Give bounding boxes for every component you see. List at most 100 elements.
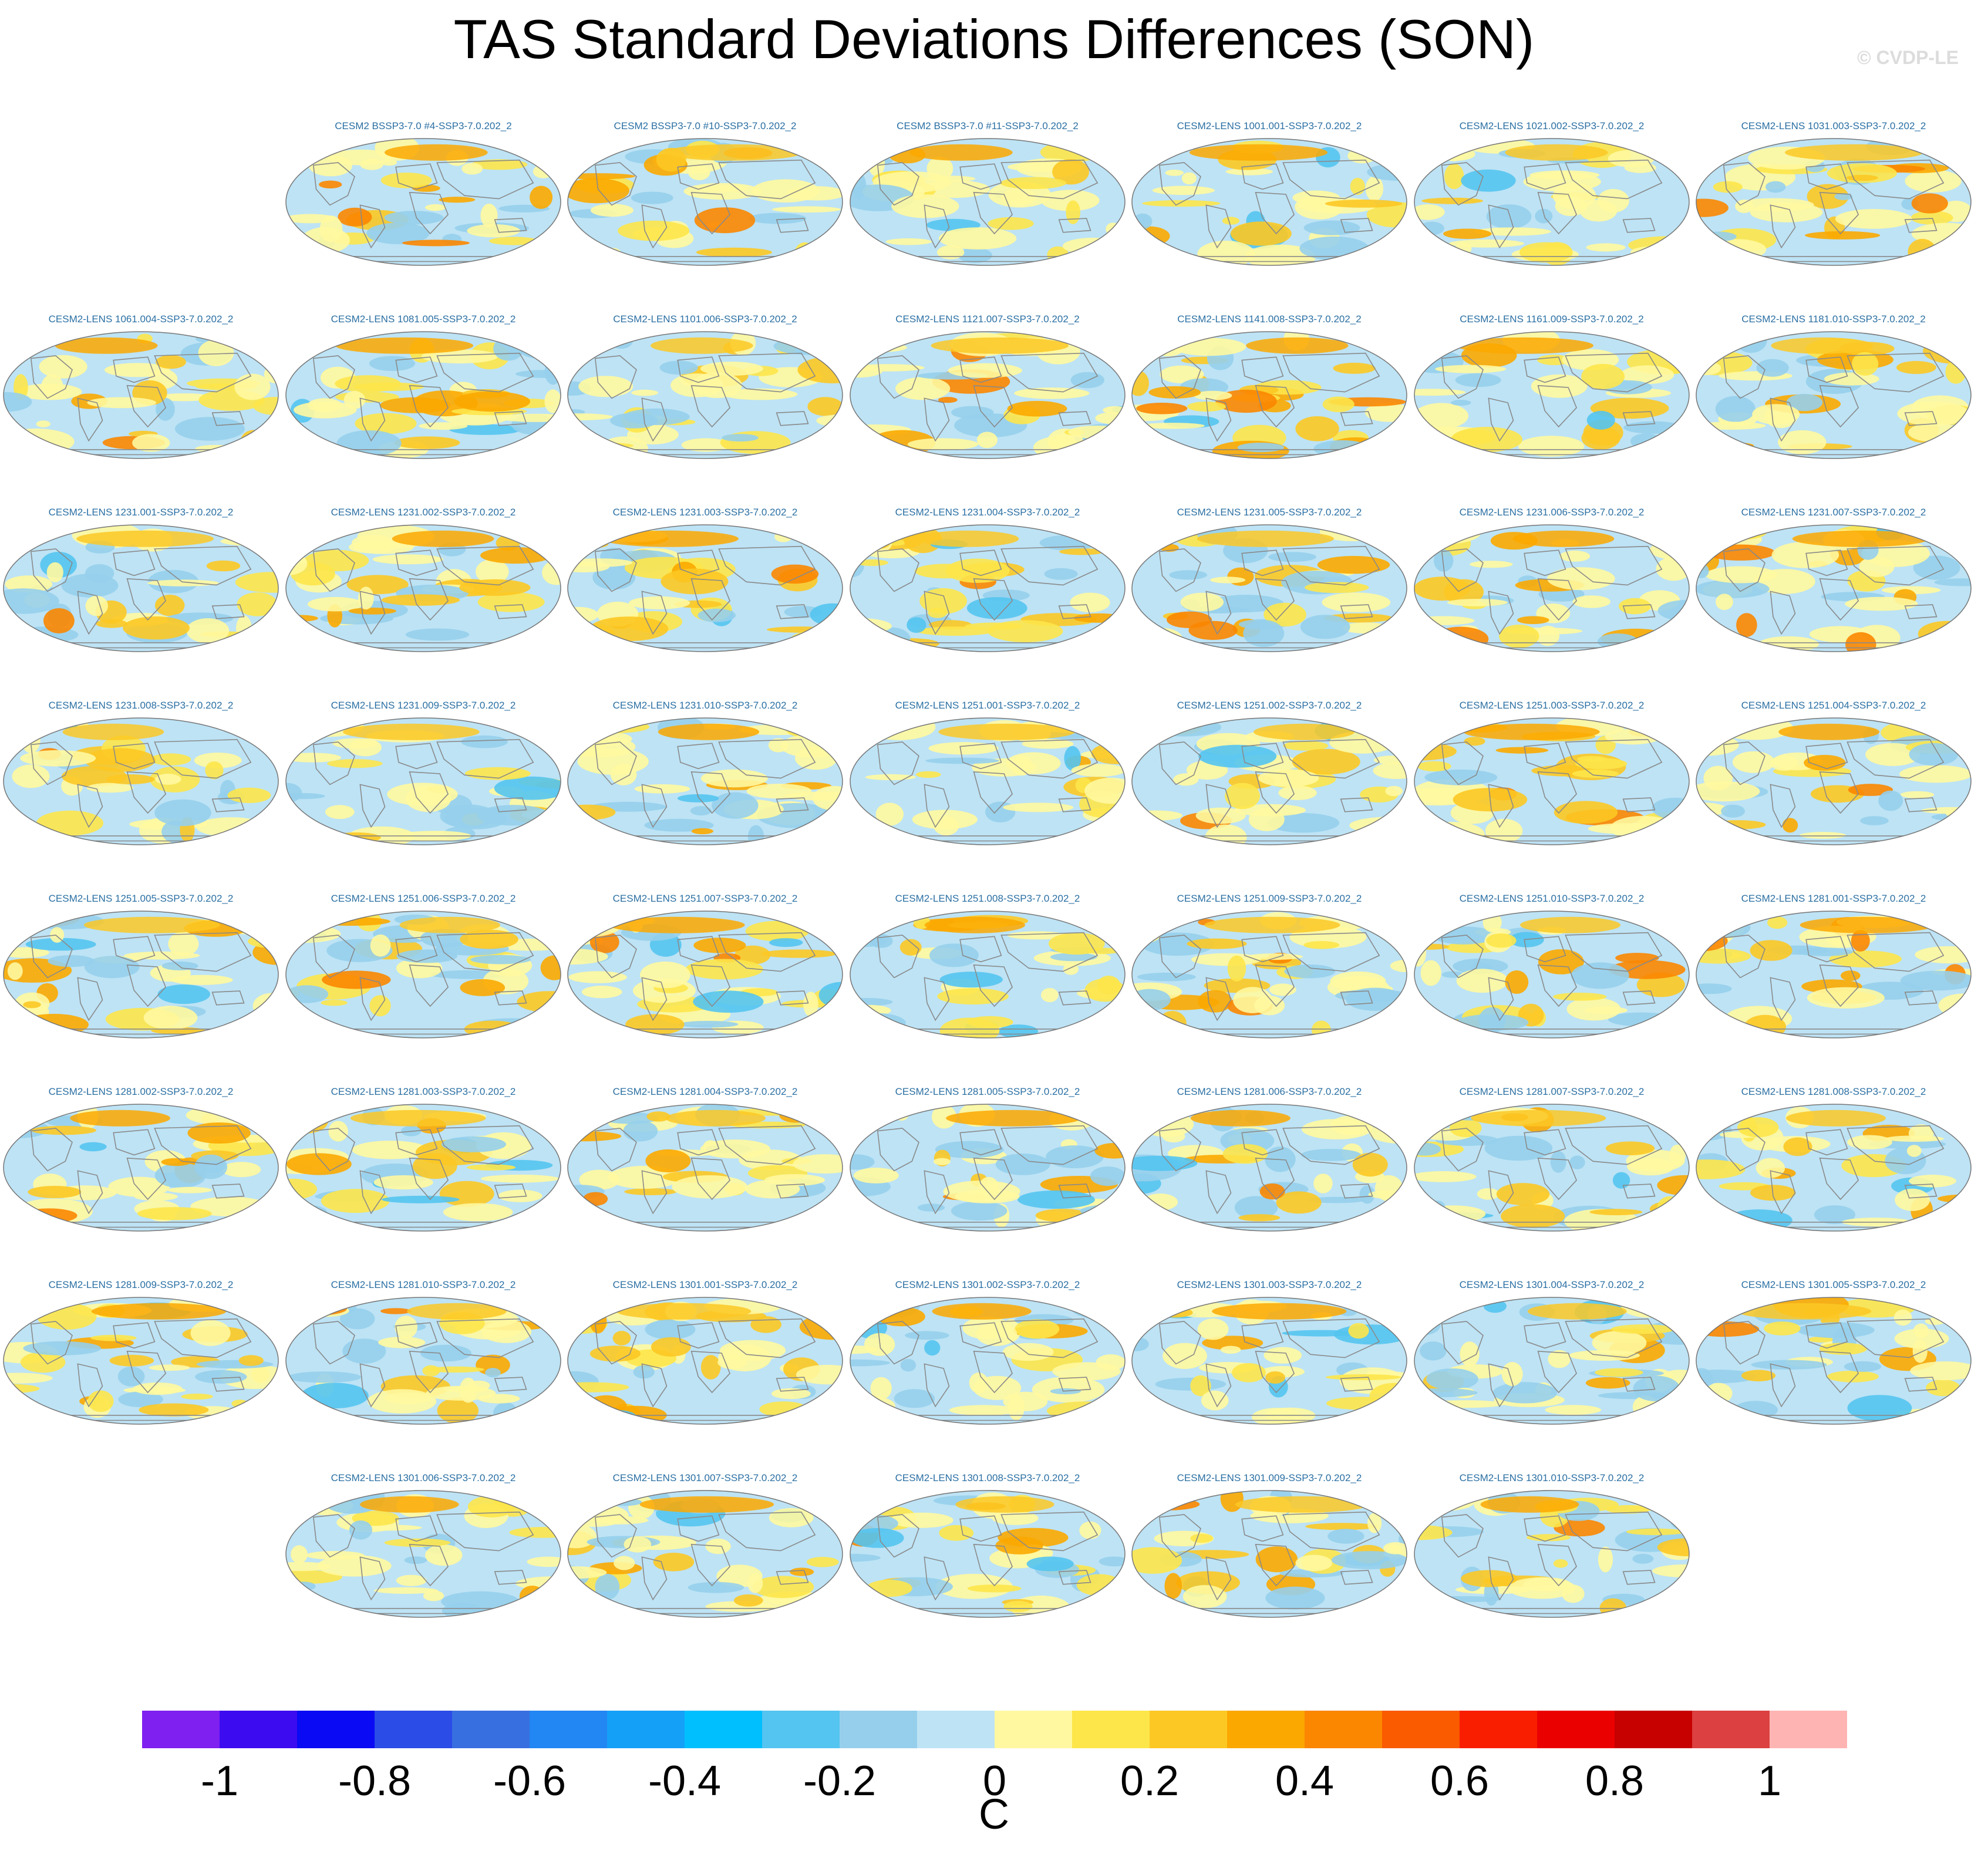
coastline [1158,355,1201,399]
panel-title: CESM2-LENS 1231.007-SSP3-7.0.202_2 [1741,507,1926,518]
map-panel [4,911,278,1038]
panel-title: CESM2-LENS 1231.008-SSP3-7.0.202_2 [49,700,234,711]
coastline [1537,578,1578,621]
map-panel [286,139,561,265]
coastline [776,1570,809,1585]
map-panel [4,332,278,458]
panel-title: CESM2-LENS 1281.004-SSP3-7.0.202_2 [613,1086,798,1097]
coastline [1340,411,1373,426]
coastline [1158,935,1201,979]
panel-title: CESM2-LENS 1031.003-SSP3-7.0.202_2 [1741,120,1926,131]
panel-title: CESM2-LENS 1231.004-SSP3-7.0.202_2 [895,507,1080,518]
coastline [1340,797,1373,812]
coastline [1241,1515,1284,1542]
coastline [494,1183,527,1199]
coastline [113,356,156,383]
coastline [1537,1543,1578,1587]
map-outline [850,1297,1126,1425]
coastline [494,1570,527,1585]
coastline [113,1322,156,1349]
colorbar-box [917,1711,995,1748]
coastline [1805,743,1848,770]
map-outline [1696,1297,1972,1425]
map-panel [1414,1297,1689,1424]
coastline [126,385,167,428]
map-panel [850,332,1125,458]
panel-title: CESM2-LENS 1281.007-SSP3-7.0.202_2 [1460,1086,1645,1097]
map-panel [1696,525,1971,652]
colorbar-box [685,1711,762,1748]
colorbar-units-label: C [979,1791,1009,1838]
coastline [77,1170,103,1215]
coastline [1340,1570,1373,1585]
map-outline [567,331,843,459]
coastline [1205,1363,1232,1408]
coastline [718,1511,816,1552]
map-panel [1132,1491,1407,1617]
panel-title: CESM2-LENS 1281.010-SSP3-7.0.202_2 [331,1279,516,1290]
figure-title: TAS Standard Deviations Differences (SON… [453,8,1535,70]
coastline [1819,771,1859,814]
coastline [126,964,167,1007]
watermark: © CVDP-LE [1857,47,1959,68]
map-panel [850,911,1125,1038]
colorbar-box [452,1711,530,1748]
panel-title: CESM2 BSSP3-7.0 #4-SSP3-7.0.202_2 [335,120,511,131]
coastline [1904,1183,1938,1199]
coastline [1770,977,1796,1021]
coastline [594,1128,637,1172]
coastline [409,1350,449,1394]
map-panel [4,718,278,845]
map-outline [3,1104,279,1232]
coastline [1904,411,1938,426]
coastline [154,932,252,972]
coastline [690,1157,731,1201]
coastline [1488,977,1514,1021]
coastline [973,385,1013,428]
map-panel [286,525,561,652]
coastline [436,1318,534,1358]
coastline [359,784,386,828]
coastline [494,218,527,233]
coastline [1524,1129,1566,1156]
panel-title: CESM2 BSSP3-7.0 #10-SSP3-7.0.202_2 [614,120,797,131]
coastline [1819,385,1859,428]
coastline [1770,1363,1796,1408]
coastline [494,411,527,426]
coastline [718,739,816,779]
map-panel [1696,332,1971,458]
panel-title: CESM2-LENS 1231.009-SSP3-7.0.202_2 [331,700,516,711]
coastline [154,545,252,586]
coastline [1205,591,1232,635]
colorbar-tick-label: 0.8 [1585,1758,1645,1805]
panel-title: CESM2-LENS 1281.008-SSP3-7.0.202_2 [1741,1086,1926,1097]
coastline [312,1128,355,1172]
coastline [677,1322,720,1349]
coastline [1488,204,1514,249]
colorbar-tick-label: -0.6 [493,1758,567,1805]
coastline [30,1128,73,1172]
map-panel [4,1297,278,1424]
map-panel [1132,1297,1407,1424]
coastline [1723,355,1765,399]
map-panel [1414,1491,1689,1617]
coastline [494,990,527,1006]
coastline [1770,591,1796,635]
map-outline [3,524,279,652]
coastline [776,1377,809,1392]
coastline [959,163,1002,190]
colorbar-box [995,1711,1072,1748]
coastline [77,784,103,828]
coastline [1622,604,1656,619]
colorbar-box [1382,1711,1460,1748]
coastline [211,604,245,619]
coastline [718,159,816,200]
coastline [1805,549,1848,576]
panel-title: CESM2-LENS 1061.004-SSP3-7.0.202_2 [49,313,234,325]
panel-title: CESM2-LENS 1301.009-SSP3-7.0.202_2 [1177,1472,1362,1483]
coastline [641,1556,668,1601]
coastline [113,743,156,770]
coastline [1805,163,1848,190]
coastline [1847,1125,1945,1165]
coastline [1524,549,1566,576]
